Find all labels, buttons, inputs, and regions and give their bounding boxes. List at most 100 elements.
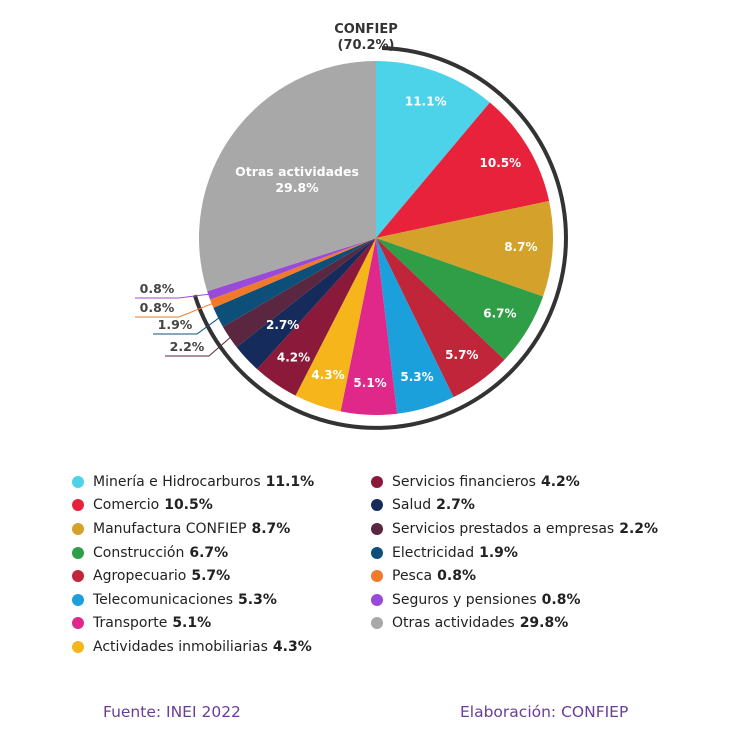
pie-slice bbox=[236, 238, 376, 370]
legend-item: Electricidad 1.9% bbox=[371, 541, 658, 565]
legend-item: Agropecuario 5.7% bbox=[72, 564, 314, 588]
pie-slice bbox=[376, 238, 505, 398]
data-label: 11.1% bbox=[405, 95, 447, 109]
legend-swatch bbox=[72, 640, 84, 653]
legend-item: Manufactura CONFIEP 8.7% bbox=[72, 517, 314, 541]
legend-item: Servicios prestados a empresas 2.2% bbox=[371, 517, 658, 541]
legend-value: 11.1% bbox=[265, 473, 315, 490]
leader-line bbox=[135, 293, 215, 299]
legend-value: 0.8% bbox=[437, 568, 476, 585]
pie-slice bbox=[207, 238, 376, 300]
legend-swatch bbox=[371, 593, 383, 606]
legend-label: Actividades inmobiliarias bbox=[93, 638, 268, 655]
legend-swatch bbox=[371, 475, 383, 488]
pie-slice bbox=[257, 238, 376, 396]
pie-chart: CONFIEP(70.2%) 11.1% 10.5% 8.7% 6.7% 5.7% 5.3%… bbox=[135, 22, 568, 430]
legend-label: Telecomunicaciones bbox=[93, 591, 234, 608]
legend-swatch bbox=[72, 475, 84, 488]
data-label: 8.7% bbox=[504, 240, 537, 254]
legend-value: 8.7% bbox=[251, 520, 291, 537]
group-label: CONFIEP bbox=[334, 22, 398, 37]
data-label: 5.1% bbox=[353, 376, 386, 390]
legend-swatch bbox=[72, 593, 84, 606]
legend-value: 5.1% bbox=[172, 615, 212, 632]
data-label: 1.9% bbox=[158, 317, 193, 332]
pie-slice bbox=[376, 102, 550, 239]
legend-label: Seguros y pensiones bbox=[392, 591, 537, 608]
legend-value: 5.7% bbox=[191, 568, 231, 585]
data-label: 2.7% bbox=[266, 318, 299, 332]
legend-value: 5.3% bbox=[238, 591, 277, 608]
legend-item: Comercio 10.5% bbox=[72, 494, 314, 518]
pie-slice bbox=[295, 238, 376, 412]
legend-label: Agropecuario bbox=[93, 568, 187, 585]
pie-slice bbox=[376, 200, 553, 297]
legend-swatch bbox=[72, 546, 84, 559]
legend-label: Construcción bbox=[93, 544, 185, 561]
pie-slice bbox=[198, 61, 376, 292]
pie-slice bbox=[376, 61, 490, 238]
legend-left: Minería e Hidrocarburos 11.1% Comercio 10.5… bbox=[72, 470, 314, 659]
credit-note: Elaboración: CONFIEP bbox=[460, 703, 629, 721]
pie-slice bbox=[210, 238, 376, 308]
legend-item: Actividades inmobiliarias 4.3% bbox=[72, 635, 314, 659]
data-label: 6.7% bbox=[483, 307, 516, 321]
legend-item: Pesca 0.8% bbox=[371, 564, 658, 588]
legend-label: Otras actividades bbox=[392, 615, 515, 632]
legend-label: Servicios financieros bbox=[392, 473, 536, 490]
data-label: 0.8% bbox=[140, 300, 175, 315]
category-label: Otras actividades bbox=[235, 164, 359, 179]
legend-label: Servicios prestados a empresas bbox=[392, 520, 615, 537]
legend-swatch bbox=[72, 570, 84, 583]
pie-slice bbox=[213, 238, 376, 327]
data-label: 29.8% bbox=[275, 180, 319, 195]
legend-item: Salud 2.7% bbox=[371, 494, 658, 518]
legend-swatch bbox=[371, 499, 383, 512]
leader-line bbox=[165, 333, 235, 357]
legend-value: 2.2% bbox=[619, 520, 659, 537]
pie-slice bbox=[340, 238, 398, 415]
data-label: 4.3% bbox=[311, 368, 344, 382]
data-label: 4.2% bbox=[277, 350, 310, 364]
legend-swatch bbox=[72, 617, 84, 630]
source-note: Fuente: INEI 2022 bbox=[103, 703, 241, 721]
data-label: 2.2% bbox=[170, 339, 205, 354]
legend-swatch bbox=[371, 546, 383, 559]
legend-value: 6.7% bbox=[189, 544, 229, 561]
pie-slice bbox=[222, 238, 376, 348]
legend-label: Manufactura CONFIEP bbox=[93, 520, 247, 537]
pie-slice bbox=[376, 238, 454, 414]
pie-slice bbox=[376, 238, 544, 360]
legend-swatch bbox=[371, 617, 383, 630]
legend-value: 0.8% bbox=[541, 591, 581, 608]
confiep-group-arc bbox=[192, 46, 568, 430]
data-label: 0.8% bbox=[140, 281, 175, 296]
legend-label: Comercio bbox=[93, 497, 160, 514]
legend-swatch bbox=[72, 499, 84, 512]
legend-value: 1.9% bbox=[479, 544, 518, 561]
legend-label: Pesca bbox=[392, 568, 433, 585]
leader-line bbox=[153, 314, 224, 335]
legend-item: Construcción 6.7% bbox=[72, 541, 314, 565]
legend-swatch bbox=[371, 570, 383, 583]
legend-value: 2.7% bbox=[436, 497, 475, 514]
legend-label: Minería e Hidrocarburos bbox=[93, 473, 261, 490]
legend-item: Servicios financieros 4.2% bbox=[371, 470, 658, 494]
legend-label: Electricidad bbox=[392, 544, 475, 561]
legend-item: Telecomunicaciones 5.3% bbox=[72, 588, 314, 612]
legend-item: Transporte 5.1% bbox=[72, 612, 314, 636]
legend-swatch bbox=[371, 522, 383, 535]
legend-label: Salud bbox=[392, 497, 432, 514]
legend-value: 4.3% bbox=[272, 638, 312, 655]
legend-item: Seguros y pensiones 0.8% bbox=[371, 588, 658, 612]
data-label: 5.3% bbox=[400, 370, 433, 384]
legend-label: Transporte bbox=[93, 615, 168, 632]
legend-item: Minería e Hidrocarburos 11.1% bbox=[72, 470, 314, 494]
legend-right: Servicios financieros 4.2% Salud 2.7% Servic… bbox=[371, 470, 658, 635]
leader-line bbox=[135, 301, 218, 318]
data-label: 10.5% bbox=[480, 156, 522, 170]
data-label: 5.7% bbox=[445, 348, 478, 362]
legend-value: 29.8% bbox=[519, 615, 569, 632]
group-value: (70.2%) bbox=[338, 38, 395, 53]
